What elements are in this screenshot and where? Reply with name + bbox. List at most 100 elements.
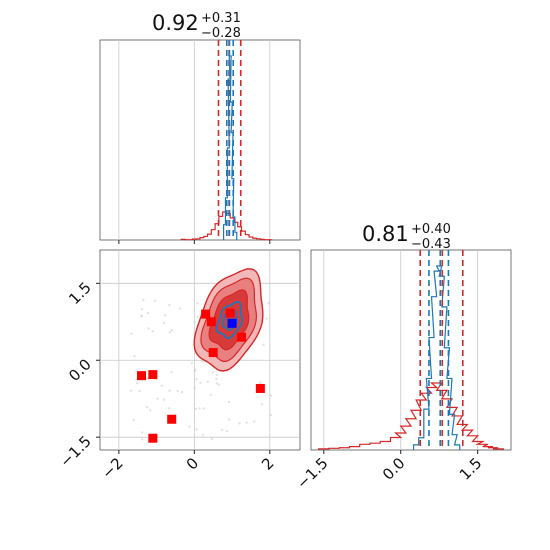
sample-dot	[193, 320, 196, 324]
sample-dot	[130, 332, 133, 335]
title-param-1: 0.92 +0.31 −0.28	[152, 11, 241, 41]
sample-dot	[196, 315, 199, 319]
marker-red-square	[237, 332, 247, 342]
sample-dot	[140, 314, 143, 317]
sample-dot	[170, 328, 174, 332]
sample-dot	[168, 303, 171, 307]
tick-label: 2	[258, 454, 277, 473]
tick-label: 1.5	[65, 278, 95, 308]
sample-dot	[227, 400, 231, 404]
title-minus: −0.43	[411, 237, 451, 252]
sample-dot	[217, 383, 221, 386]
sample-dot	[269, 413, 273, 417]
sample-dot	[253, 420, 256, 423]
title-plus: +0.40	[411, 222, 451, 237]
contour-panel	[96, 249, 301, 454]
tick-label: −1.5	[293, 454, 331, 492]
panel-frame	[99, 39, 301, 241]
sample-dot	[193, 369, 196, 373]
sample-dot	[215, 373, 218, 377]
marker-red-square	[225, 308, 235, 318]
panel-frame	[310, 249, 512, 451]
sample-dot	[167, 407, 171, 410]
marker-red-square	[148, 433, 158, 443]
tick-marks	[96, 282, 271, 454]
sample-dot	[176, 389, 180, 393]
sample-dot	[140, 308, 144, 311]
sample-dot	[199, 381, 202, 384]
panel-frame	[99, 249, 301, 451]
sample-dot	[151, 330, 154, 333]
title-plus: +0.31	[201, 11, 241, 26]
sample-dot	[142, 298, 145, 302]
sample-dot	[160, 384, 164, 387]
sample-dot	[132, 418, 135, 422]
sample-dot	[227, 418, 231, 421]
title-minus: −0.28	[201, 26, 241, 41]
sample-dot	[215, 377, 218, 381]
sample-dot	[269, 394, 272, 397]
title-param-2: 0.81 +0.40 −0.43	[362, 222, 451, 252]
sample-dot	[225, 430, 229, 433]
tick-label: −2	[98, 454, 126, 482]
marker-red-square	[208, 348, 218, 358]
tick-label: 0.0	[379, 454, 409, 484]
sample-dot	[154, 299, 157, 302]
sample-dot	[141, 431, 144, 434]
marker-blue-square	[227, 318, 237, 328]
sample-dot	[198, 407, 201, 410]
sample-dot	[164, 314, 167, 317]
sample-dot	[145, 406, 149, 409]
sample-dot	[201, 433, 205, 437]
sample-dot	[220, 428, 224, 432]
sample-dot	[141, 438, 144, 441]
sample-dot	[259, 381, 262, 384]
sample-dot	[156, 397, 159, 400]
tick-marks	[323, 450, 479, 454]
sample-dot	[238, 422, 241, 425]
sample-dot	[245, 421, 248, 424]
contour-blue-outer	[215, 300, 243, 340]
tick-label: 0.0	[65, 355, 95, 385]
tick-label: 0	[183, 454, 202, 473]
sample-dot	[209, 393, 212, 397]
tick-marks	[118, 240, 271, 244]
marker-red-square	[255, 383, 265, 393]
histogram-param-1	[99, 39, 301, 244]
sample-dot	[202, 407, 205, 410]
sample-dot	[147, 327, 150, 330]
title-value: 0.92	[152, 11, 199, 35]
sample-dot	[138, 390, 141, 393]
sample-dot	[190, 362, 194, 365]
sample-dot	[260, 403, 264, 406]
gridlines	[323, 250, 479, 450]
title-value: 0.81	[362, 222, 409, 246]
marker-points	[137, 308, 265, 443]
sample-dot	[194, 407, 197, 411]
sample-dot	[196, 302, 199, 305]
sample-dot	[168, 389, 171, 392]
sample-dot	[267, 301, 270, 305]
marker-red-square	[148, 370, 158, 380]
sample-dot	[136, 381, 139, 385]
sample-dot	[162, 321, 166, 325]
histogram-param-2	[310, 249, 512, 454]
histogram-red	[318, 382, 504, 450]
gridlines	[118, 40, 271, 240]
histogram-blue	[412, 265, 461, 450]
sample-dot	[206, 380, 210, 383]
marker-red-square	[206, 317, 216, 327]
gridlines	[100, 250, 300, 450]
sample-dot	[265, 317, 268, 320]
sample-dot	[180, 390, 184, 394]
sample-dot	[195, 428, 198, 431]
sample-dot	[178, 307, 182, 310]
marker-red-square	[137, 371, 147, 381]
sample-dot	[210, 437, 214, 441]
sample-dot	[215, 382, 219, 385]
sample-dot	[149, 408, 152, 412]
sample-dot	[162, 398, 166, 401]
tick-label: 1.5	[456, 454, 486, 484]
sample-dot	[211, 371, 214, 374]
